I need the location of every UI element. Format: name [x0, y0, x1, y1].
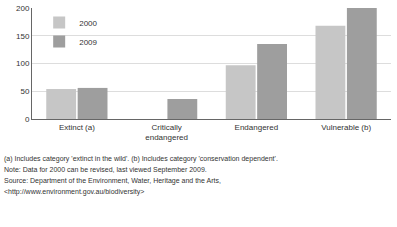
- svg-text:Note: Data for 2000 can be rev: Note: Data for 2000 can be revised, last…: [4, 166, 207, 174]
- svg-text:Vulnerable (b): Vulnerable (b): [321, 123, 371, 132]
- svg-text:<http://www.environment.gov.au: <http://www.environment.gov.au/biodivers…: [4, 188, 144, 196]
- svg-text:0: 0: [25, 115, 30, 124]
- svg-text:Source: Department of the Envi: Source: Department of the Environment, W…: [4, 177, 221, 185]
- svg-text:Criticallyendangered: Criticallyendangered: [145, 123, 188, 142]
- svg-text:100: 100: [16, 59, 30, 68]
- svg-text:150: 150: [16, 32, 30, 41]
- svg-text:Extinct (a): Extinct (a): [59, 123, 95, 132]
- svg-text:(a) Includes category 'extinct: (a) Includes category 'extinct in the wi…: [4, 155, 278, 163]
- svg-text:200: 200: [16, 4, 30, 13]
- svg-text:Endangered: Endangered: [235, 123, 279, 132]
- svg-text:50: 50: [20, 87, 29, 96]
- svg-text:2009: 2009: [79, 38, 97, 47]
- svg-text:2000: 2000: [79, 19, 97, 28]
